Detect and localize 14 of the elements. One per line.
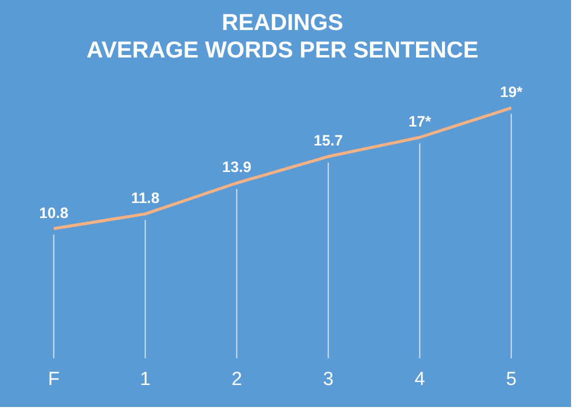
x-tick-label: 5 (506, 368, 517, 390)
data-label: 11.8 (131, 190, 160, 208)
data-label: 10.8 (39, 204, 68, 222)
data-label: 13.9 (222, 159, 252, 176)
data-label: 15.7 (314, 132, 343, 150)
x-tick-label: 1 (140, 368, 151, 390)
data-label: 19* (500, 84, 523, 102)
data-label: 17* (408, 114, 432, 131)
text: READINGS (222, 9, 344, 36)
x-tick-label: 2 (231, 368, 242, 390)
text: AVERAGE WORDS PER SENTENCE (86, 36, 478, 63)
x-tick-label: F (48, 368, 60, 390)
x-tick-label: 3 (322, 368, 334, 390)
x-tick-label: 4 (414, 368, 426, 390)
